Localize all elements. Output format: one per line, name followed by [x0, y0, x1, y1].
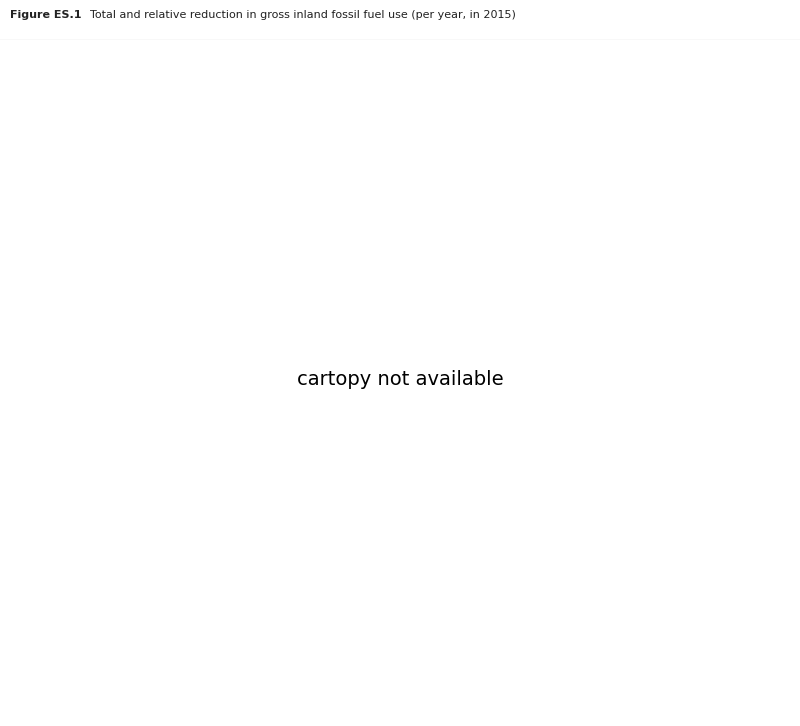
- Text: Figure ES.1: Figure ES.1: [10, 10, 81, 20]
- Text: cartopy not available: cartopy not available: [297, 370, 503, 389]
- Text: Total and relative reduction in gross inland fossil fuel use (per year, in 2015): Total and relative reduction in gross in…: [76, 10, 516, 20]
